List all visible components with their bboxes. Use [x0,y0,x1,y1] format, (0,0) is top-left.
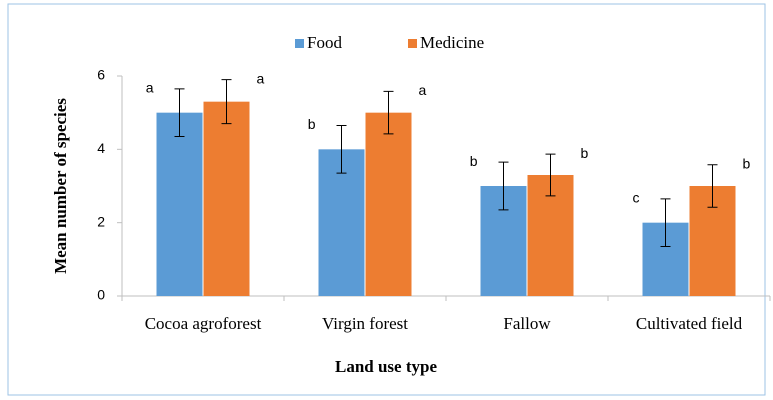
x-tick-label: Fallow [503,314,551,333]
significance-letter: b [308,116,316,132]
error-bar [174,88,185,137]
legend-swatch [295,39,304,48]
error-bar [221,79,232,125]
significance-letter: a [257,70,265,86]
x-tick-label: Virgin forest [322,314,408,333]
error-bar [498,161,509,211]
legend-label: Medicine [420,33,484,52]
y-tick-label: 0 [97,287,105,303]
significance-letter: b [470,153,478,169]
error-bar [707,164,718,208]
bar [318,149,365,296]
error-bar [383,90,394,135]
y-tick-label: 2 [97,213,105,229]
x-axis-title: Land use type [335,357,437,376]
y-axis-title: Mean number of species [51,98,70,274]
significance-letter: c [633,190,640,206]
bar [203,101,250,297]
bar [156,112,203,297]
y-tick-label: 4 [97,140,105,156]
significance-letter: a [419,82,427,98]
y-tick-label: 6 [97,67,105,83]
x-tick-label: Cocoa agroforest [145,314,262,333]
significance-letter: a [146,80,154,96]
significance-letter: b [581,145,589,161]
bar [365,112,412,297]
legend-label: Food [307,33,342,52]
legend-swatch [408,39,417,48]
x-tick-label: Cultivated field [636,314,743,333]
significance-letter: b [743,155,751,171]
error-bar [545,153,556,197]
error-bar [660,198,671,247]
error-bar [336,125,347,174]
